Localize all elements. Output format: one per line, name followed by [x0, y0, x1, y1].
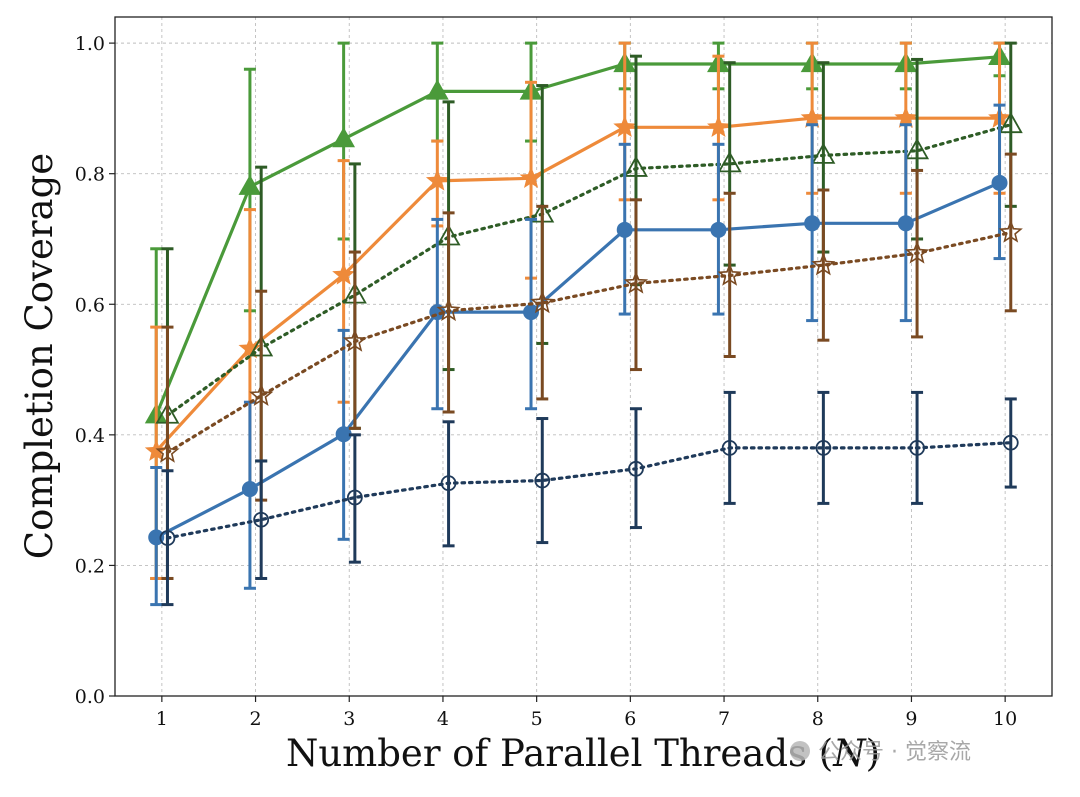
x-axis-title-variable: N — [832, 732, 867, 775]
data-point — [616, 221, 633, 238]
grid — [115, 17, 1052, 697]
x-tick-label: 9 — [905, 708, 917, 730]
series-4 — [148, 103, 1008, 607]
x-axis-title: Number of Parallel Threads (N) — [286, 732, 880, 775]
y-tick-label: 0.4 — [75, 425, 105, 447]
data-point — [238, 336, 262, 359]
data-point — [804, 215, 821, 232]
x-tick-label: 5 — [531, 708, 543, 730]
data-point — [534, 472, 551, 489]
data-point — [346, 489, 363, 506]
data-point — [894, 106, 918, 128]
series-3 — [155, 41, 1023, 580]
x-tick-label: 7 — [718, 708, 730, 730]
data-point — [707, 115, 730, 137]
y-tick-label: 0.2 — [75, 555, 105, 577]
data-point — [717, 151, 742, 173]
data-point — [440, 475, 457, 492]
data-point — [998, 111, 1023, 134]
data-point — [717, 262, 742, 286]
x-axis-title-suffix: ) — [866, 732, 880, 775]
series-line — [165, 230, 1013, 455]
data-point — [800, 106, 824, 128]
series-2 — [144, 41, 1011, 580]
x-tick-label: 6 — [624, 708, 636, 730]
series-line — [155, 181, 1001, 539]
x-tick-label: 10 — [993, 708, 1017, 730]
data-point — [148, 529, 165, 546]
data-point — [425, 79, 449, 100]
data-point — [909, 440, 925, 456]
data-point — [905, 138, 930, 160]
data-point — [530, 290, 555, 314]
data-point — [238, 174, 262, 195]
data-point — [241, 481, 258, 498]
series-layer — [144, 41, 1023, 607]
data-point — [811, 252, 836, 276]
data-point — [519, 166, 543, 188]
y-tick-label: 0.8 — [75, 164, 105, 186]
data-point — [623, 155, 648, 177]
data-point — [342, 328, 367, 352]
y-tick-label: 0.6 — [75, 294, 105, 316]
data-point — [249, 383, 274, 406]
x-tick-label: 3 — [343, 708, 355, 730]
watermark-text: 公众号 · 觉察流 — [818, 740, 971, 765]
y-tick-label: 1.0 — [75, 33, 105, 55]
series-line — [165, 441, 1013, 540]
y-axis-title: Completion Coverage — [18, 153, 61, 559]
x-tick-label: 4 — [437, 708, 449, 730]
series-line — [165, 123, 1013, 417]
data-point — [991, 174, 1008, 191]
data-point — [155, 439, 180, 463]
data-point — [815, 440, 832, 456]
ticks: 1 2 3 4 5 6 7 8 9 10 0.0 0.2 0.4 0.6 0.8 1.0 — [75, 33, 1017, 730]
watermark: 公众号 · 觉察流 — [790, 740, 971, 765]
data-point — [253, 511, 270, 528]
data-point — [523, 304, 540, 321]
series-line — [155, 116, 1000, 453]
data-point — [628, 460, 644, 477]
x-tick-label: 2 — [250, 708, 262, 730]
data-point — [159, 530, 176, 546]
data-point — [436, 298, 461, 322]
x-tick-label: 8 — [812, 708, 824, 730]
data-point — [425, 168, 449, 191]
data-point — [623, 270, 649, 294]
data-point — [811, 142, 836, 164]
series-5 — [155, 152, 1023, 580]
y-tick-label: 0.0 — [75, 686, 105, 708]
data-point — [905, 240, 930, 264]
data-point — [332, 262, 355, 285]
data-point — [613, 115, 637, 137]
series-6 — [159, 390, 1019, 607]
data-point — [335, 426, 352, 443]
data-point — [721, 440, 738, 456]
data-point — [710, 221, 727, 238]
data-point — [332, 127, 356, 148]
data-point — [144, 439, 168, 461]
data-point — [897, 215, 914, 232]
plot-frame — [114, 16, 1053, 697]
series-line — [154, 55, 1000, 416]
x-tick-label: 1 — [156, 708, 168, 730]
series-1 — [144, 41, 1011, 580]
data-point — [998, 219, 1023, 243]
x-axis-title-prefix: Number of Parallel Threads ( — [286, 732, 833, 775]
data-point — [1002, 434, 1019, 451]
watermark-logo-icon — [790, 741, 810, 761]
